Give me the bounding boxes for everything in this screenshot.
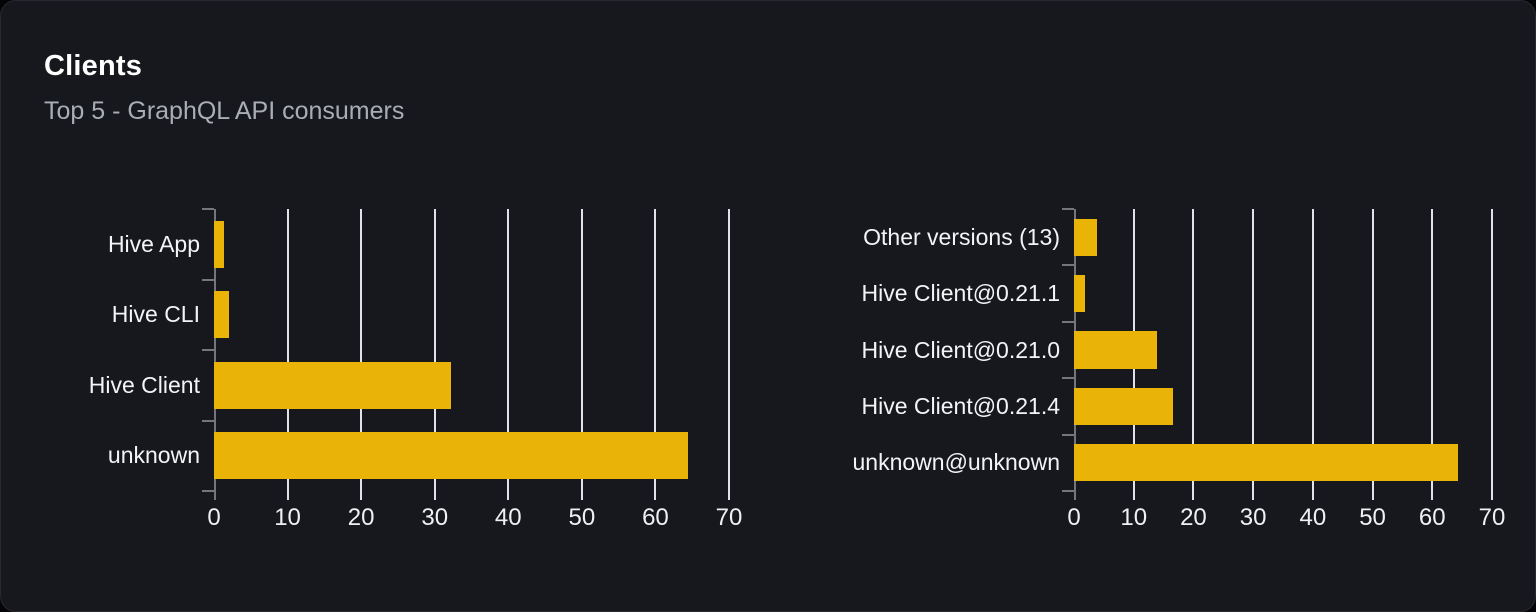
gridline (1491, 209, 1493, 500)
bar-chart-versions: Other versions (13) Hive Client@0.21.1 Hiv… (844, 208, 1505, 531)
page-title: Clients (44, 50, 143, 82)
category-label: Hive CLI (111, 301, 200, 328)
y-axis-tick (1062, 320, 1074, 323)
gridline (1192, 209, 1195, 500)
category-label: Hive Client@0.21.1 (861, 280, 1061, 307)
bar[interactable] (1074, 444, 1458, 482)
gridline (1371, 209, 1374, 500)
y-axis-tick (202, 490, 214, 492)
category-label: Hive Client (88, 371, 200, 398)
gridline (507, 209, 510, 500)
category-band (214, 209, 729, 280)
category-label: Other versions (13) (863, 223, 1060, 250)
plot-area: 0 10 20 30 40 50 60 70 (1062, 208, 1505, 531)
x-tick-label: 20 (1180, 504, 1207, 531)
x-tick-label: 30 (1239, 504, 1267, 531)
x-tick-label: 10 (274, 504, 301, 531)
x-tick-label: 60 (642, 504, 669, 531)
gridline (728, 209, 730, 500)
gridline (1252, 209, 1255, 500)
y-axis-tick (1062, 490, 1074, 492)
bar[interactable] (1074, 331, 1157, 369)
gridline (360, 209, 363, 500)
y-axis-tick (202, 278, 214, 281)
category-label: unknown (107, 442, 200, 469)
y-axis-line (214, 209, 216, 500)
bar[interactable] (1074, 275, 1086, 313)
x-tick-label: 70 (715, 504, 743, 531)
x-tick-label: 30 (421, 504, 449, 531)
gridline (654, 209, 657, 500)
x-tick-label: 50 (568, 504, 596, 531)
y-axis-tick (1062, 433, 1074, 436)
category-label: Hive App (107, 230, 200, 257)
y-axis-tick (1062, 208, 1074, 210)
y-axis-tick (202, 208, 214, 210)
y-axis-tick (1062, 377, 1074, 380)
category-band (1074, 322, 1492, 378)
x-tick-label: 0 (207, 504, 221, 531)
category-labels: Other versions (13) Hive Client@0.21.1 Hiv… (844, 209, 1074, 491)
y-axis-tick (202, 419, 214, 422)
gridline (433, 209, 436, 500)
category-label: unknown@unknown (852, 449, 1060, 476)
category-label: Hive Client@0.21.4 (861, 392, 1061, 419)
bar-chart-clients: Hive App Hive CLI Hive Client unknown 0 10 20… (54, 208, 742, 531)
category-band (1074, 209, 1492, 265)
gridline (1431, 209, 1434, 500)
category-band (1074, 435, 1492, 491)
gridline (580, 209, 583, 500)
x-tick-label: 20 (347, 504, 375, 531)
y-axis-tick (1062, 264, 1074, 267)
plot-area: 0 10 20 30 40 50 60 70 (202, 208, 742, 531)
page-subtitle: Top 5 - GraphQL API consumers (44, 97, 405, 125)
bars-layer (1074, 209, 1492, 491)
x-tick-label: 40 (494, 504, 522, 531)
x-tick-label: 10 (1120, 504, 1148, 531)
category-labels: Hive App Hive CLI Hive Client unknown (54, 209, 214, 491)
category-band (214, 421, 729, 492)
category-band (1074, 265, 1492, 321)
bar[interactable] (1074, 218, 1098, 256)
bar[interactable] (214, 291, 229, 338)
gridline (1311, 209, 1314, 500)
x-tick-label: 50 (1359, 504, 1386, 531)
x-tick-label: 40 (1299, 504, 1327, 531)
x-tick-label: 70 (1478, 504, 1506, 531)
y-axis-tick (202, 349, 214, 351)
x-tick-label: 0 (1067, 504, 1081, 531)
gridline (286, 209, 289, 500)
bar[interactable] (214, 432, 688, 479)
category-label: Hive Client@0.21.0 (861, 336, 1061, 363)
category-band (1074, 378, 1492, 434)
x-tick-label: 60 (1418, 504, 1446, 531)
bar[interactable] (214, 220, 224, 268)
bars-layer (214, 209, 729, 491)
category-band (214, 350, 729, 421)
bar[interactable] (1074, 387, 1173, 426)
bar[interactable] (214, 361, 451, 409)
category-band (214, 280, 729, 351)
